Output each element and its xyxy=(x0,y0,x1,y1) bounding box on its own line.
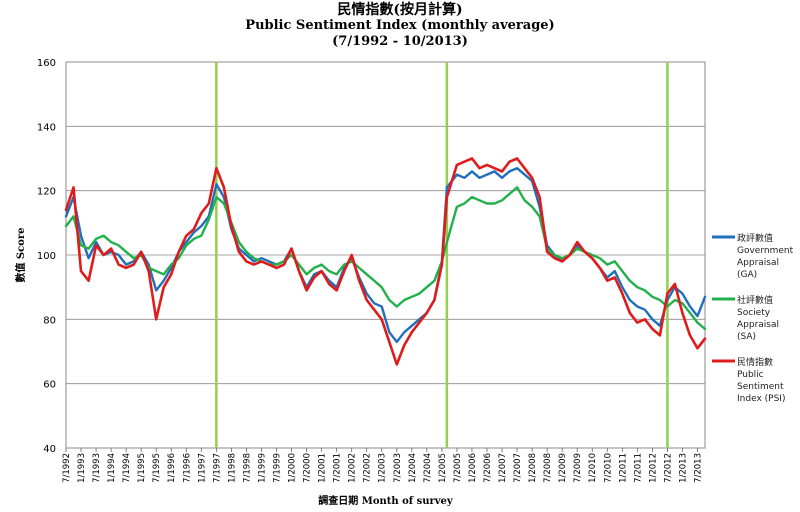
x-tick-label: 1/1993 xyxy=(77,453,87,483)
x-tick-label: 7/1996 xyxy=(182,453,192,483)
x-tick-label: 7/2003 xyxy=(393,453,403,483)
legend-label-en: Society xyxy=(737,308,771,318)
x-tick-label: 1/2008 xyxy=(528,453,538,483)
x-tick-label: 1/2003 xyxy=(378,453,388,483)
series-line-psi xyxy=(64,157,707,366)
x-tick-label: 7/1994 xyxy=(122,453,132,483)
x-tick-label: 7/1993 xyxy=(92,453,102,483)
x-axis-title: 調查日期 Month of survey xyxy=(318,494,454,507)
x-tick-label: 1/2007 xyxy=(498,453,508,483)
x-tick-label: 7/1992 xyxy=(62,453,72,483)
x-tick-label: 1/2010 xyxy=(588,453,598,483)
x-tick-label: 1/2001 xyxy=(318,453,328,483)
x-tick-label: 1/2013 xyxy=(678,453,688,483)
x-tick-label: 1/2009 xyxy=(558,453,568,483)
legend-label-zh: 政評數值 xyxy=(737,232,773,244)
legend-label-zh: 民情指數 xyxy=(737,356,773,368)
x-tick-label: 7/2010 xyxy=(603,453,613,483)
x-tick-label: 7/1995 xyxy=(152,453,162,483)
chart-title-chinese: 民情指數(按月計算) xyxy=(337,2,463,18)
x-tick-label: 7/2004 xyxy=(423,453,433,483)
x-tick-label: 1/2006 xyxy=(468,453,478,483)
legend-label-zh: 社評數值 xyxy=(737,294,773,306)
y-tick-label: 80 xyxy=(43,315,56,326)
series-line-sa xyxy=(64,186,707,331)
x-tick-label: 1/2000 xyxy=(288,453,298,483)
legend-label-en: Appraisal xyxy=(737,258,779,268)
chart-title-block: 民情指數(按月計算) Public Sentiment Index (month… xyxy=(0,2,800,50)
x-tick-label: 1/2002 xyxy=(348,453,358,483)
x-tick-label: 1/2011 xyxy=(618,453,628,483)
x-tick-label: 1/1999 xyxy=(257,453,267,483)
x-tick-label: 7/2013 xyxy=(693,453,703,483)
legend-label-en: Public xyxy=(737,370,764,380)
chart-title-english: Public Sentiment Index (monthly average) xyxy=(245,18,555,33)
x-tick-label: 7/2005 xyxy=(453,453,463,483)
x-tick-label: 7/2002 xyxy=(363,453,373,483)
y-tick-label: 60 xyxy=(43,380,56,391)
x-tick-label: 1/2004 xyxy=(408,453,418,483)
x-tick-label: 7/2011 xyxy=(633,453,643,483)
legend-label-en: Index (PSI) xyxy=(737,394,785,404)
y-tick-label: 100 xyxy=(37,251,56,262)
legend-label-en: Government xyxy=(737,246,794,256)
chart-date-range: (7/1992 - 10/2013) xyxy=(332,34,468,49)
legend-label-en: (SA) xyxy=(737,332,756,342)
x-tick-label: 1/1995 xyxy=(137,453,147,483)
x-tick-label: 7/2007 xyxy=(513,453,523,483)
x-tick-label: 7/2001 xyxy=(333,453,343,483)
x-tick-label: 7/2000 xyxy=(303,453,313,483)
x-tick-label: 1/2005 xyxy=(438,453,448,483)
x-tick-label: 1/1994 xyxy=(107,453,117,483)
x-tick-label: 7/2008 xyxy=(543,453,553,483)
legend-label-en: (GA) xyxy=(737,270,757,280)
x-tick-label: 1/1997 xyxy=(197,453,207,483)
x-tick-label: 7/2009 xyxy=(573,453,583,483)
x-tick-label: 7/1998 xyxy=(242,453,252,483)
x-tick-label: 7/1997 xyxy=(212,453,222,483)
x-tick-label: 1/1996 xyxy=(167,453,177,483)
legend-label-en: Sentiment xyxy=(737,382,784,392)
y-tick-label: 160 xyxy=(37,58,56,69)
legend-label-en: Appraisal xyxy=(737,320,779,330)
x-tick-label: 7/2006 xyxy=(483,453,493,483)
x-tick-label: 7/2012 xyxy=(663,453,673,483)
x-tick-label: 1/2012 xyxy=(648,453,658,483)
y-tick-label: 120 xyxy=(37,187,56,198)
y-axis-title: 數值 Score xyxy=(14,227,27,282)
x-tick-label: 7/1999 xyxy=(272,453,282,483)
x-tick-label: 1/1998 xyxy=(227,453,237,483)
y-tick-label: 40 xyxy=(43,444,56,455)
y-tick-label: 140 xyxy=(37,122,56,133)
